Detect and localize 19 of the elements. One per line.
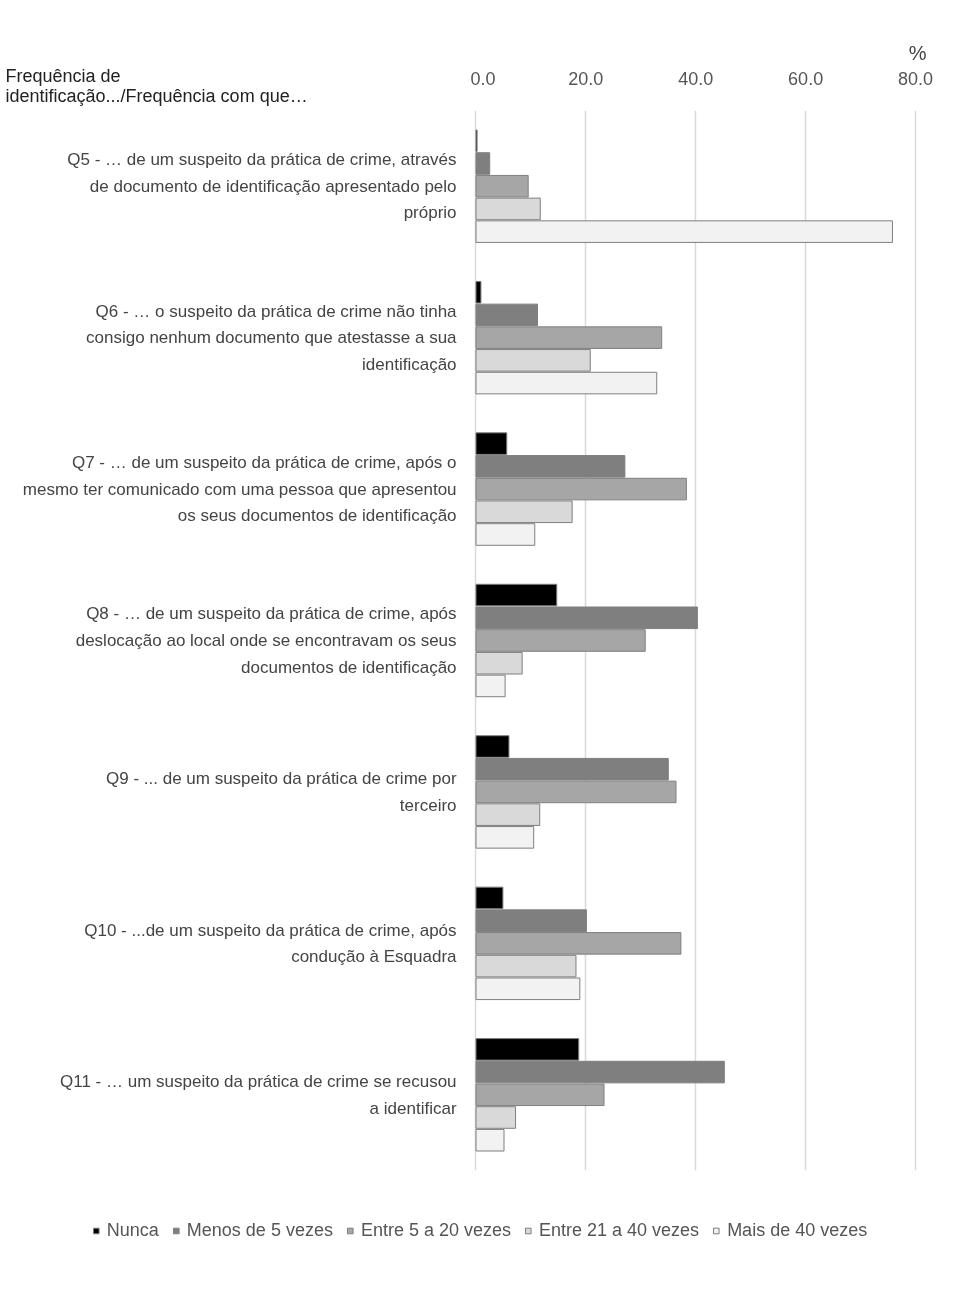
y-tick-label: Q9 - ... de um suspeito da prática de crime por terceiro [106,769,457,815]
y-tick-label: Q5 - … de um suspeito da prática de crime, através de documento de identificação apresentado pelo próprio [67,150,457,223]
y-tick-label: Q10 - ...de um suspeito da prática de crime, após condução à Esquadra [84,920,458,967]
y-tick-label: Q6 - … o suspeito da prática de crime não tinha consigo nenhum documento que atestasse a sua identificação [86,301,458,374]
legend-label: Menos de 5 vezes [186,1219,333,1241]
x-tick-label: 0.0 [470,68,496,89]
legend-label: Entre 5 a 20 vezes [360,1219,512,1241]
x-axis-title: % [908,41,927,64]
y-tick-label: Q11 - … um suspeito da prática de crime se recusou a identificar [60,1071,457,1118]
y-tick-label: Q8 - … de um suspeito da prática de crime, após deslocação ao local onde se encontravam os seus documentos de identificação [75,604,457,677]
legend-label: Nunca [106,1219,159,1241]
legend-label: Entre 21 a 40 vezes [539,1219,700,1241]
y-tick-label: Q7 - … de um suspeito da prática de crime, após o mesmo ter comunicado com uma pessoa que apresentou os seus documentos de identificação [22,452,457,526]
text: Frequência de identificação.../Frequência com que… [5,65,308,106]
legend-label: Mais de 40 vezes [727,1219,868,1241]
x-tick-label: 40.0 [678,68,714,89]
x-tick-label: 80.0 [898,68,934,89]
x-tick-label: 60.0 [788,68,824,89]
x-tick-label: 20.0 [568,68,604,89]
